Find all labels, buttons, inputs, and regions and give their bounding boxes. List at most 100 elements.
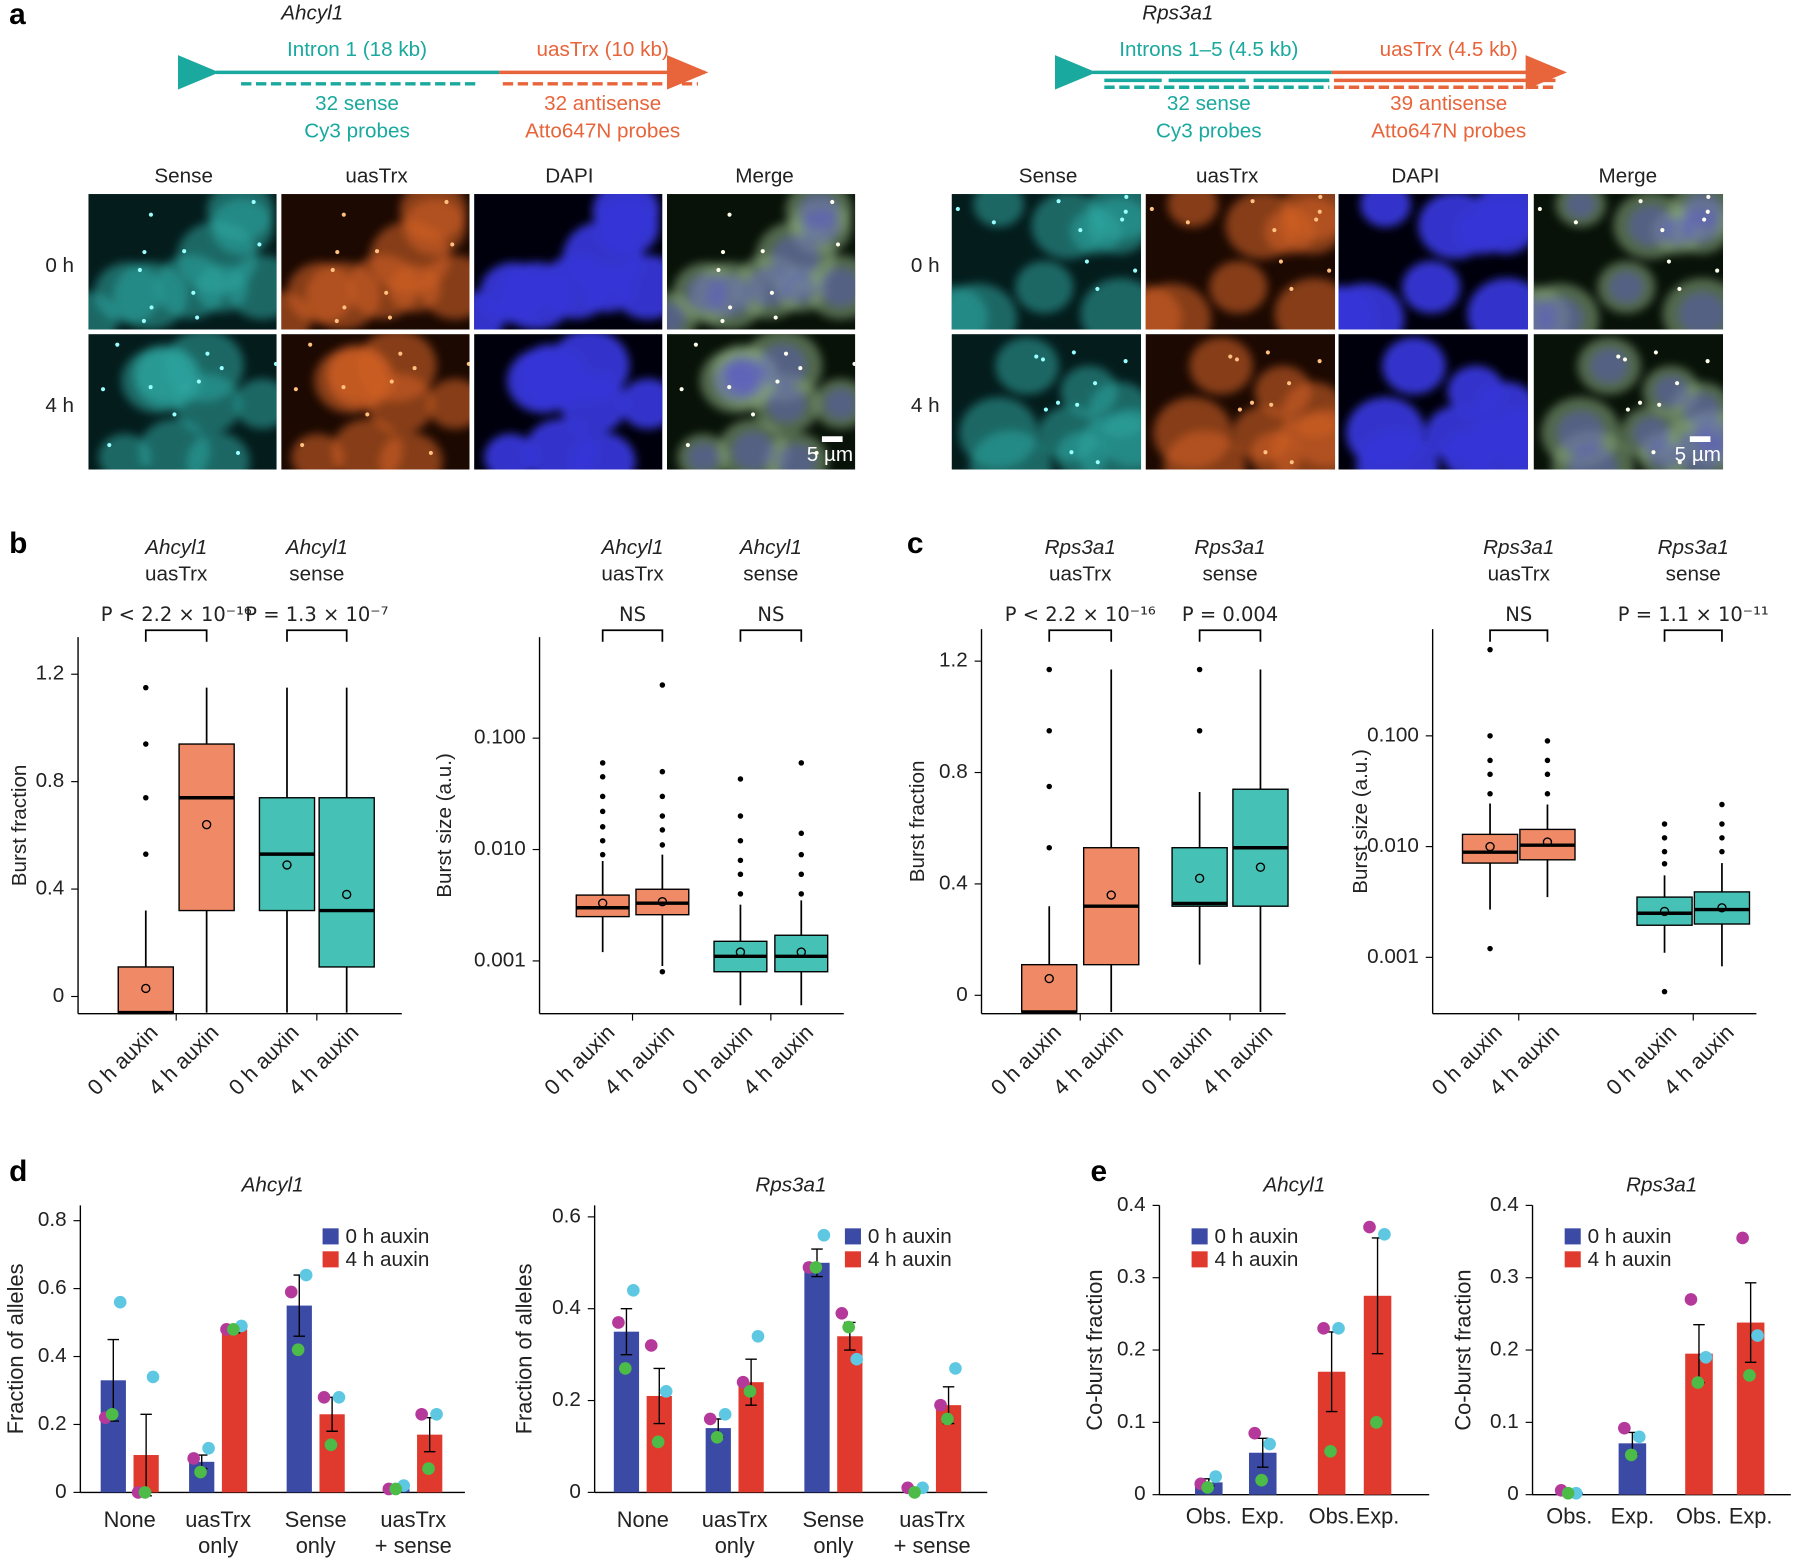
mean bbox=[1717, 903, 1727, 913]
outlier bbox=[737, 857, 744, 864]
spot bbox=[100, 387, 106, 392]
replicate-point bbox=[835, 1306, 849, 1320]
spot bbox=[1093, 381, 1098, 386]
micrograph bbox=[281, 334, 470, 470]
cell bbox=[1225, 194, 1300, 259]
x-tick-label: + sense bbox=[894, 1533, 971, 1558]
cells bbox=[666, 194, 856, 330]
probe-label: Cy3 probes bbox=[1156, 120, 1262, 143]
replicate-point bbox=[1363, 1220, 1376, 1234]
cells bbox=[1153, 337, 1336, 470]
group-name: uasTrx bbox=[145, 563, 208, 586]
cells bbox=[1533, 194, 1724, 330]
cell bbox=[560, 373, 627, 435]
cell bbox=[620, 378, 663, 429]
outlier bbox=[143, 684, 149, 691]
cell bbox=[1189, 337, 1253, 395]
column-label: Sense bbox=[154, 164, 213, 187]
spot bbox=[685, 442, 690, 448]
bracket bbox=[1663, 629, 1723, 642]
legend-label: 4 h auxin bbox=[1215, 1248, 1299, 1271]
group-gene: Ahcyl1 bbox=[600, 536, 664, 559]
cell bbox=[1402, 260, 1461, 314]
y-axis-label: Burst fraction bbox=[906, 761, 929, 883]
outlier bbox=[1719, 801, 1725, 808]
cell bbox=[1382, 337, 1446, 395]
micrograph-content bbox=[1145, 194, 1336, 330]
y-tick-label: 1.2 bbox=[36, 662, 65, 685]
nucleus bbox=[1567, 444, 1618, 470]
y-tick-label: 0.100 bbox=[474, 726, 526, 749]
comparison: P < 2.2 × 10⁻¹⁶ bbox=[101, 603, 252, 626]
spot bbox=[814, 450, 819, 456]
replicate-point bbox=[317, 1390, 331, 1404]
spot bbox=[1651, 450, 1656, 455]
cell bbox=[1425, 406, 1487, 462]
replicate-point bbox=[299, 1268, 313, 1282]
micrograph-content bbox=[951, 194, 1142, 330]
spot bbox=[195, 315, 200, 320]
spot bbox=[991, 220, 996, 225]
mean bbox=[1044, 973, 1054, 984]
outlier bbox=[1719, 848, 1725, 855]
spot bbox=[1265, 350, 1270, 355]
bar bbox=[221, 1329, 248, 1493]
mean bbox=[282, 860, 292, 870]
outlier bbox=[798, 760, 805, 766]
outlier bbox=[659, 793, 666, 800]
legend-swatch bbox=[1564, 1251, 1581, 1268]
outlier bbox=[659, 768, 666, 775]
spot bbox=[398, 351, 403, 356]
outlier bbox=[798, 871, 805, 878]
cell bbox=[1281, 194, 1336, 240]
spot bbox=[1314, 217, 1319, 222]
cell bbox=[572, 432, 636, 470]
x-tick-label: Obs. bbox=[1186, 1503, 1232, 1528]
group-gene: Rps3a1 bbox=[1483, 536, 1554, 559]
replicate-point bbox=[743, 1385, 757, 1398]
nucleus bbox=[1590, 348, 1629, 384]
y-tick-label: 0.1 bbox=[1490, 1410, 1519, 1433]
y-tick-label: 0 bbox=[55, 1480, 67, 1503]
spot bbox=[293, 387, 298, 392]
spot bbox=[830, 199, 835, 205]
replicate-point bbox=[1632, 1430, 1646, 1444]
y-tick-label: 0.6 bbox=[38, 1276, 67, 1299]
probe-label: Atto647N probes bbox=[1371, 120, 1526, 143]
micrograph bbox=[88, 334, 277, 470]
box bbox=[575, 894, 630, 918]
spot bbox=[257, 242, 262, 247]
micrograph-content bbox=[1338, 334, 1528, 470]
bar bbox=[804, 1262, 830, 1493]
spot bbox=[1149, 206, 1154, 212]
cell bbox=[1447, 365, 1505, 417]
box bbox=[1020, 963, 1078, 1013]
chart-title: Rps3a1 bbox=[755, 1173, 826, 1196]
spot bbox=[1263, 450, 1268, 455]
chart-title: Rps3a1 bbox=[1626, 1173, 1697, 1196]
micrograph bbox=[281, 194, 470, 330]
micrograph bbox=[474, 194, 663, 330]
probe-label: 32 antisense bbox=[544, 92, 661, 115]
y-tick-label: 0 bbox=[1507, 1482, 1519, 1505]
box bbox=[178, 743, 235, 912]
row-label: 0 h bbox=[45, 254, 74, 277]
outlier bbox=[1487, 771, 1493, 778]
comparison: NS bbox=[619, 603, 646, 626]
spot bbox=[1706, 194, 1711, 199]
replicate-point bbox=[842, 1320, 855, 1334]
replicate-point bbox=[227, 1323, 240, 1336]
outlier bbox=[1544, 771, 1551, 778]
legend-label: 0 h auxin bbox=[868, 1225, 952, 1248]
cell bbox=[973, 194, 1024, 228]
y-tick-label: 0.4 bbox=[939, 871, 968, 894]
replicate-point bbox=[1743, 1369, 1756, 1382]
scale-bar bbox=[821, 436, 843, 442]
spot bbox=[428, 450, 433, 456]
spot bbox=[107, 442, 112, 448]
replicate-point bbox=[1255, 1473, 1268, 1487]
replicate-point bbox=[1561, 1486, 1575, 1500]
replicate-point bbox=[1699, 1350, 1713, 1364]
spot bbox=[1317, 209, 1322, 214]
